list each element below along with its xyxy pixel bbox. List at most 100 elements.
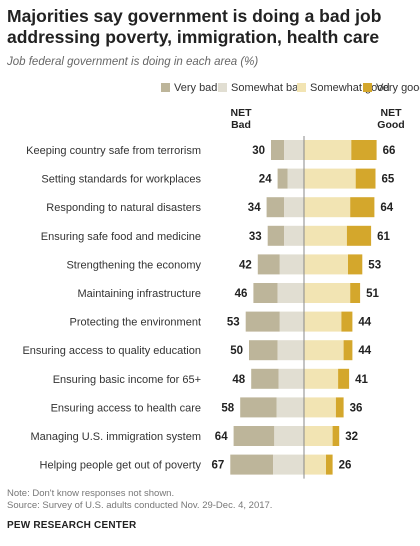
category-label: Responding to natural disasters bbox=[46, 202, 201, 214]
net-bad-value: 33 bbox=[249, 231, 262, 243]
bar-very-good bbox=[350, 197, 375, 218]
bar-somewhat-bad bbox=[277, 283, 304, 303]
bar-somewhat-good bbox=[304, 168, 356, 189]
bar-very-good bbox=[351, 140, 377, 160]
category-label: Maintaining infrastructure bbox=[77, 288, 201, 300]
net-bad-value: 64 bbox=[215, 431, 228, 443]
bar-very-good bbox=[348, 254, 363, 275]
net-good-value: 66 bbox=[383, 145, 396, 157]
bar-somewhat-good bbox=[304, 225, 347, 246]
net-good-value: 51 bbox=[366, 288, 379, 300]
net-bad-value: 67 bbox=[212, 460, 225, 472]
net-good-value: 32 bbox=[345, 431, 358, 443]
bar-very-bad bbox=[267, 225, 285, 246]
category-label: Protecting the environment bbox=[70, 317, 201, 329]
bar-somewhat-bad bbox=[278, 368, 304, 389]
bar-very-good bbox=[341, 311, 353, 332]
bar-very-bad bbox=[257, 254, 280, 275]
category-label: Ensuring access to quality education bbox=[22, 345, 201, 357]
category-label: Ensuring basic income for 65+ bbox=[53, 374, 201, 386]
bar-very-good bbox=[350, 283, 361, 303]
net-good-value: 61 bbox=[377, 231, 390, 243]
bar-somewhat-good bbox=[304, 454, 326, 475]
legend-label: Very bad bbox=[174, 82, 218, 94]
legend-item-very-bad: Very bad bbox=[161, 82, 217, 94]
bar-very-bad bbox=[271, 140, 285, 160]
bar-somewhat-good bbox=[304, 340, 344, 361]
bar-somewhat-bad bbox=[276, 397, 304, 418]
category-label: Managing U.S. immigration system bbox=[30, 431, 201, 443]
net-good-header-line2: Good bbox=[377, 119, 405, 131]
net-good-value: 65 bbox=[382, 174, 395, 186]
net-bad-header-line1: NET bbox=[230, 107, 252, 119]
net-good-header-line1: NET bbox=[380, 107, 402, 119]
net-bad-value: 50 bbox=[230, 345, 243, 357]
bar-very-bad bbox=[230, 454, 274, 475]
category-label: Keeping country safe from terrorism bbox=[26, 145, 201, 157]
category-label: Setting standards for workplaces bbox=[41, 174, 201, 186]
brand-name: PEW RESEARCH CENTER bbox=[7, 520, 137, 531]
chart-title: Majorities say government is doing a bad… bbox=[7, 6, 382, 47]
legend-item-somewhat-bad: Somewhat bad bbox=[218, 82, 304, 94]
category-label: Helping people get out of poverty bbox=[40, 460, 202, 472]
bar-somewhat-bad bbox=[284, 197, 304, 218]
bar-somewhat-good bbox=[304, 283, 351, 303]
legend-swatch bbox=[218, 83, 227, 92]
net-bad-value: 30 bbox=[252, 145, 265, 157]
bar-somewhat-good bbox=[304, 311, 342, 332]
net-bad-value: 46 bbox=[235, 288, 248, 300]
net-good-value: 53 bbox=[368, 259, 381, 271]
chart-subtitle: Job federal government is doing in each … bbox=[7, 56, 259, 68]
net-good-value: 44 bbox=[358, 317, 371, 329]
bar-very-good bbox=[338, 368, 350, 389]
legend-swatch bbox=[363, 83, 372, 92]
legend-label: Very good bbox=[376, 82, 420, 94]
bar-somewhat-good bbox=[304, 140, 352, 160]
net-good-value: 44 bbox=[358, 345, 371, 357]
net-bad-value: 58 bbox=[221, 402, 234, 414]
bar-somewhat-good bbox=[304, 397, 336, 418]
bar-somewhat-bad bbox=[287, 168, 304, 189]
bar-very-bad bbox=[233, 426, 275, 446]
bar-somewhat-bad bbox=[284, 225, 304, 246]
legend-swatch bbox=[297, 83, 306, 92]
bar-very-bad bbox=[249, 340, 278, 361]
bar-somewhat-good bbox=[304, 197, 351, 218]
bar-somewhat-bad bbox=[279, 311, 304, 332]
bar-somewhat-bad bbox=[279, 254, 304, 275]
legend-swatch bbox=[161, 83, 170, 92]
bar-very-good bbox=[355, 168, 376, 189]
legend: Very bad Somewhat bad Somewhat good Very… bbox=[0, 82, 420, 98]
net-bad-value: 48 bbox=[232, 374, 245, 386]
net-bad-value: 34 bbox=[248, 202, 261, 214]
bar-very-good bbox=[326, 454, 333, 475]
bar-very-good bbox=[346, 225, 372, 246]
legend-label: Somewhat bad bbox=[231, 82, 305, 94]
net-good-value: 36 bbox=[350, 402, 363, 414]
net-good-value: 41 bbox=[355, 374, 368, 386]
category-label: Ensuring safe food and medicine bbox=[41, 231, 201, 243]
bar-somewhat-good bbox=[304, 254, 348, 275]
net-good-value: 64 bbox=[380, 202, 393, 214]
net-bad-value: 53 bbox=[227, 317, 240, 329]
legend-item-very-good: Very good bbox=[363, 82, 420, 94]
category-label: Strengthening the economy bbox=[66, 259, 201, 271]
net-good-value: 26 bbox=[339, 460, 352, 472]
bar-somewhat-good bbox=[304, 426, 333, 446]
bar-somewhat-bad bbox=[284, 140, 304, 160]
net-good-header: NET Good bbox=[374, 107, 408, 131]
bar-very-bad bbox=[240, 397, 277, 418]
footnote: Note: Don't know responses not shown. bbox=[7, 488, 175, 499]
bar-very-bad bbox=[253, 283, 278, 303]
bar-very-good bbox=[343, 340, 353, 361]
bar-very-bad bbox=[277, 168, 288, 189]
bar-very-good bbox=[335, 397, 344, 418]
bar-somewhat-bad bbox=[277, 340, 304, 361]
bar-very-bad bbox=[251, 368, 279, 389]
net-bad-header-line2: Bad bbox=[231, 119, 251, 131]
bar-somewhat-good bbox=[304, 368, 339, 389]
source-note: Source: Survey of U.S. adults conducted … bbox=[7, 500, 273, 511]
bar-somewhat-bad bbox=[273, 454, 304, 475]
bar-very-bad bbox=[245, 311, 280, 332]
